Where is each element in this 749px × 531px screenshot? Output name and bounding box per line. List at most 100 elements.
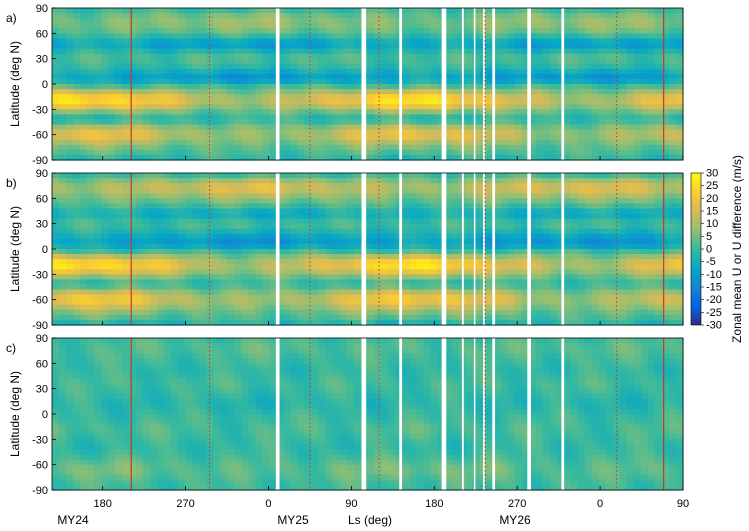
heat-cell bbox=[563, 63, 572, 70]
heat-cell bbox=[339, 68, 348, 75]
heat-cell bbox=[129, 178, 137, 184]
heat-cell bbox=[500, 183, 509, 189]
heat-cell bbox=[521, 183, 530, 189]
heat-cell bbox=[661, 13, 670, 19]
heat-cell bbox=[220, 299, 228, 306]
heat-cell bbox=[507, 53, 516, 60]
heat-cell bbox=[178, 319, 186, 326]
heat-cell bbox=[500, 269, 509, 275]
heat-cell bbox=[73, 249, 81, 255]
heat-cell bbox=[598, 43, 607, 50]
heat-cell bbox=[255, 319, 263, 326]
heat-cell bbox=[388, 53, 397, 60]
heat-cell bbox=[52, 319, 60, 326]
heat-cell bbox=[108, 249, 116, 255]
heat-cell bbox=[87, 208, 95, 215]
heat-cell bbox=[115, 188, 123, 194]
heat-cell bbox=[423, 228, 432, 235]
heat-cell bbox=[66, 249, 74, 255]
heat-cell bbox=[451, 53, 460, 60]
heat-cell bbox=[73, 274, 81, 280]
heat-cell bbox=[486, 314, 495, 321]
heat-cell bbox=[444, 28, 453, 34]
heat-cell bbox=[451, 243, 460, 250]
heat-cell bbox=[430, 203, 439, 210]
heat-cell bbox=[318, 18, 327, 24]
heat-cell bbox=[402, 38, 411, 45]
heat-cell bbox=[619, 104, 628, 110]
heat-cell bbox=[290, 228, 298, 235]
heat-cell bbox=[493, 193, 502, 199]
heat-cell bbox=[542, 254, 551, 260]
heat-cell bbox=[115, 269, 123, 275]
heat-cell bbox=[339, 144, 348, 151]
heat-cell bbox=[465, 173, 474, 179]
heat-cell bbox=[367, 53, 376, 60]
heat-cell bbox=[248, 43, 256, 50]
heat-cell bbox=[570, 134, 579, 141]
heat-cell bbox=[353, 94, 362, 100]
heat-cell bbox=[52, 228, 60, 235]
heat-cell bbox=[269, 119, 277, 126]
heat-cell bbox=[339, 223, 348, 230]
heat-cell bbox=[52, 129, 60, 136]
heat-cell bbox=[115, 109, 123, 115]
heat-cell bbox=[633, 124, 642, 131]
heat-cell bbox=[535, 78, 544, 85]
heat-cell bbox=[633, 23, 642, 29]
heat-cell bbox=[465, 124, 474, 131]
heat-cell bbox=[150, 213, 158, 220]
heat-cell bbox=[437, 183, 446, 189]
heat-cell bbox=[591, 68, 600, 75]
heat-cell bbox=[444, 109, 453, 115]
heat-cell bbox=[73, 73, 81, 80]
heat-cell bbox=[220, 304, 228, 311]
heat-cell bbox=[136, 18, 144, 24]
heat-cell bbox=[80, 139, 88, 146]
heat-cell bbox=[73, 299, 81, 306]
heat-cell bbox=[535, 23, 544, 29]
heat-cell bbox=[346, 188, 355, 194]
heat-cell bbox=[619, 109, 628, 115]
heat-cell bbox=[416, 218, 425, 225]
heat-cell bbox=[367, 249, 376, 255]
heat-cell bbox=[388, 78, 397, 85]
heat-cell bbox=[570, 188, 579, 194]
heat-cell bbox=[199, 274, 207, 280]
heat-cell bbox=[416, 99, 425, 105]
heat-cell bbox=[535, 129, 544, 136]
heat-cell bbox=[241, 144, 249, 151]
heat-cell bbox=[325, 238, 334, 245]
heat-cell bbox=[353, 48, 362, 55]
heat-cell bbox=[430, 73, 439, 80]
heat-cell bbox=[164, 84, 172, 90]
heat-cell bbox=[388, 304, 397, 311]
heat-cell bbox=[227, 198, 235, 204]
heat-cell bbox=[542, 274, 551, 280]
heat-cell bbox=[297, 149, 305, 156]
heat-cell bbox=[269, 139, 277, 146]
heat-cell bbox=[227, 149, 235, 156]
heat-cell bbox=[472, 58, 481, 65]
heat-cell bbox=[514, 149, 523, 156]
heat-cell bbox=[241, 198, 249, 204]
heat-cell bbox=[535, 18, 544, 24]
heat-cell bbox=[143, 139, 151, 146]
heat-cell bbox=[493, 289, 502, 296]
heat-cell bbox=[283, 124, 291, 131]
heat-cell bbox=[521, 48, 530, 55]
heat-cell bbox=[633, 89, 642, 95]
heat-cell bbox=[157, 314, 165, 321]
heat-cell bbox=[297, 129, 305, 136]
heat-cell bbox=[430, 183, 439, 189]
heat-cell bbox=[80, 264, 88, 270]
heat-cell bbox=[318, 249, 327, 255]
heat-cell bbox=[80, 299, 88, 306]
heat-cell bbox=[59, 144, 67, 151]
heat-cell bbox=[262, 43, 270, 50]
heat-cell bbox=[94, 43, 102, 50]
heat-cell bbox=[381, 218, 390, 225]
heat-cell bbox=[66, 264, 74, 270]
y-tick-label: -90 bbox=[32, 155, 48, 167]
heat-cell bbox=[185, 109, 193, 115]
